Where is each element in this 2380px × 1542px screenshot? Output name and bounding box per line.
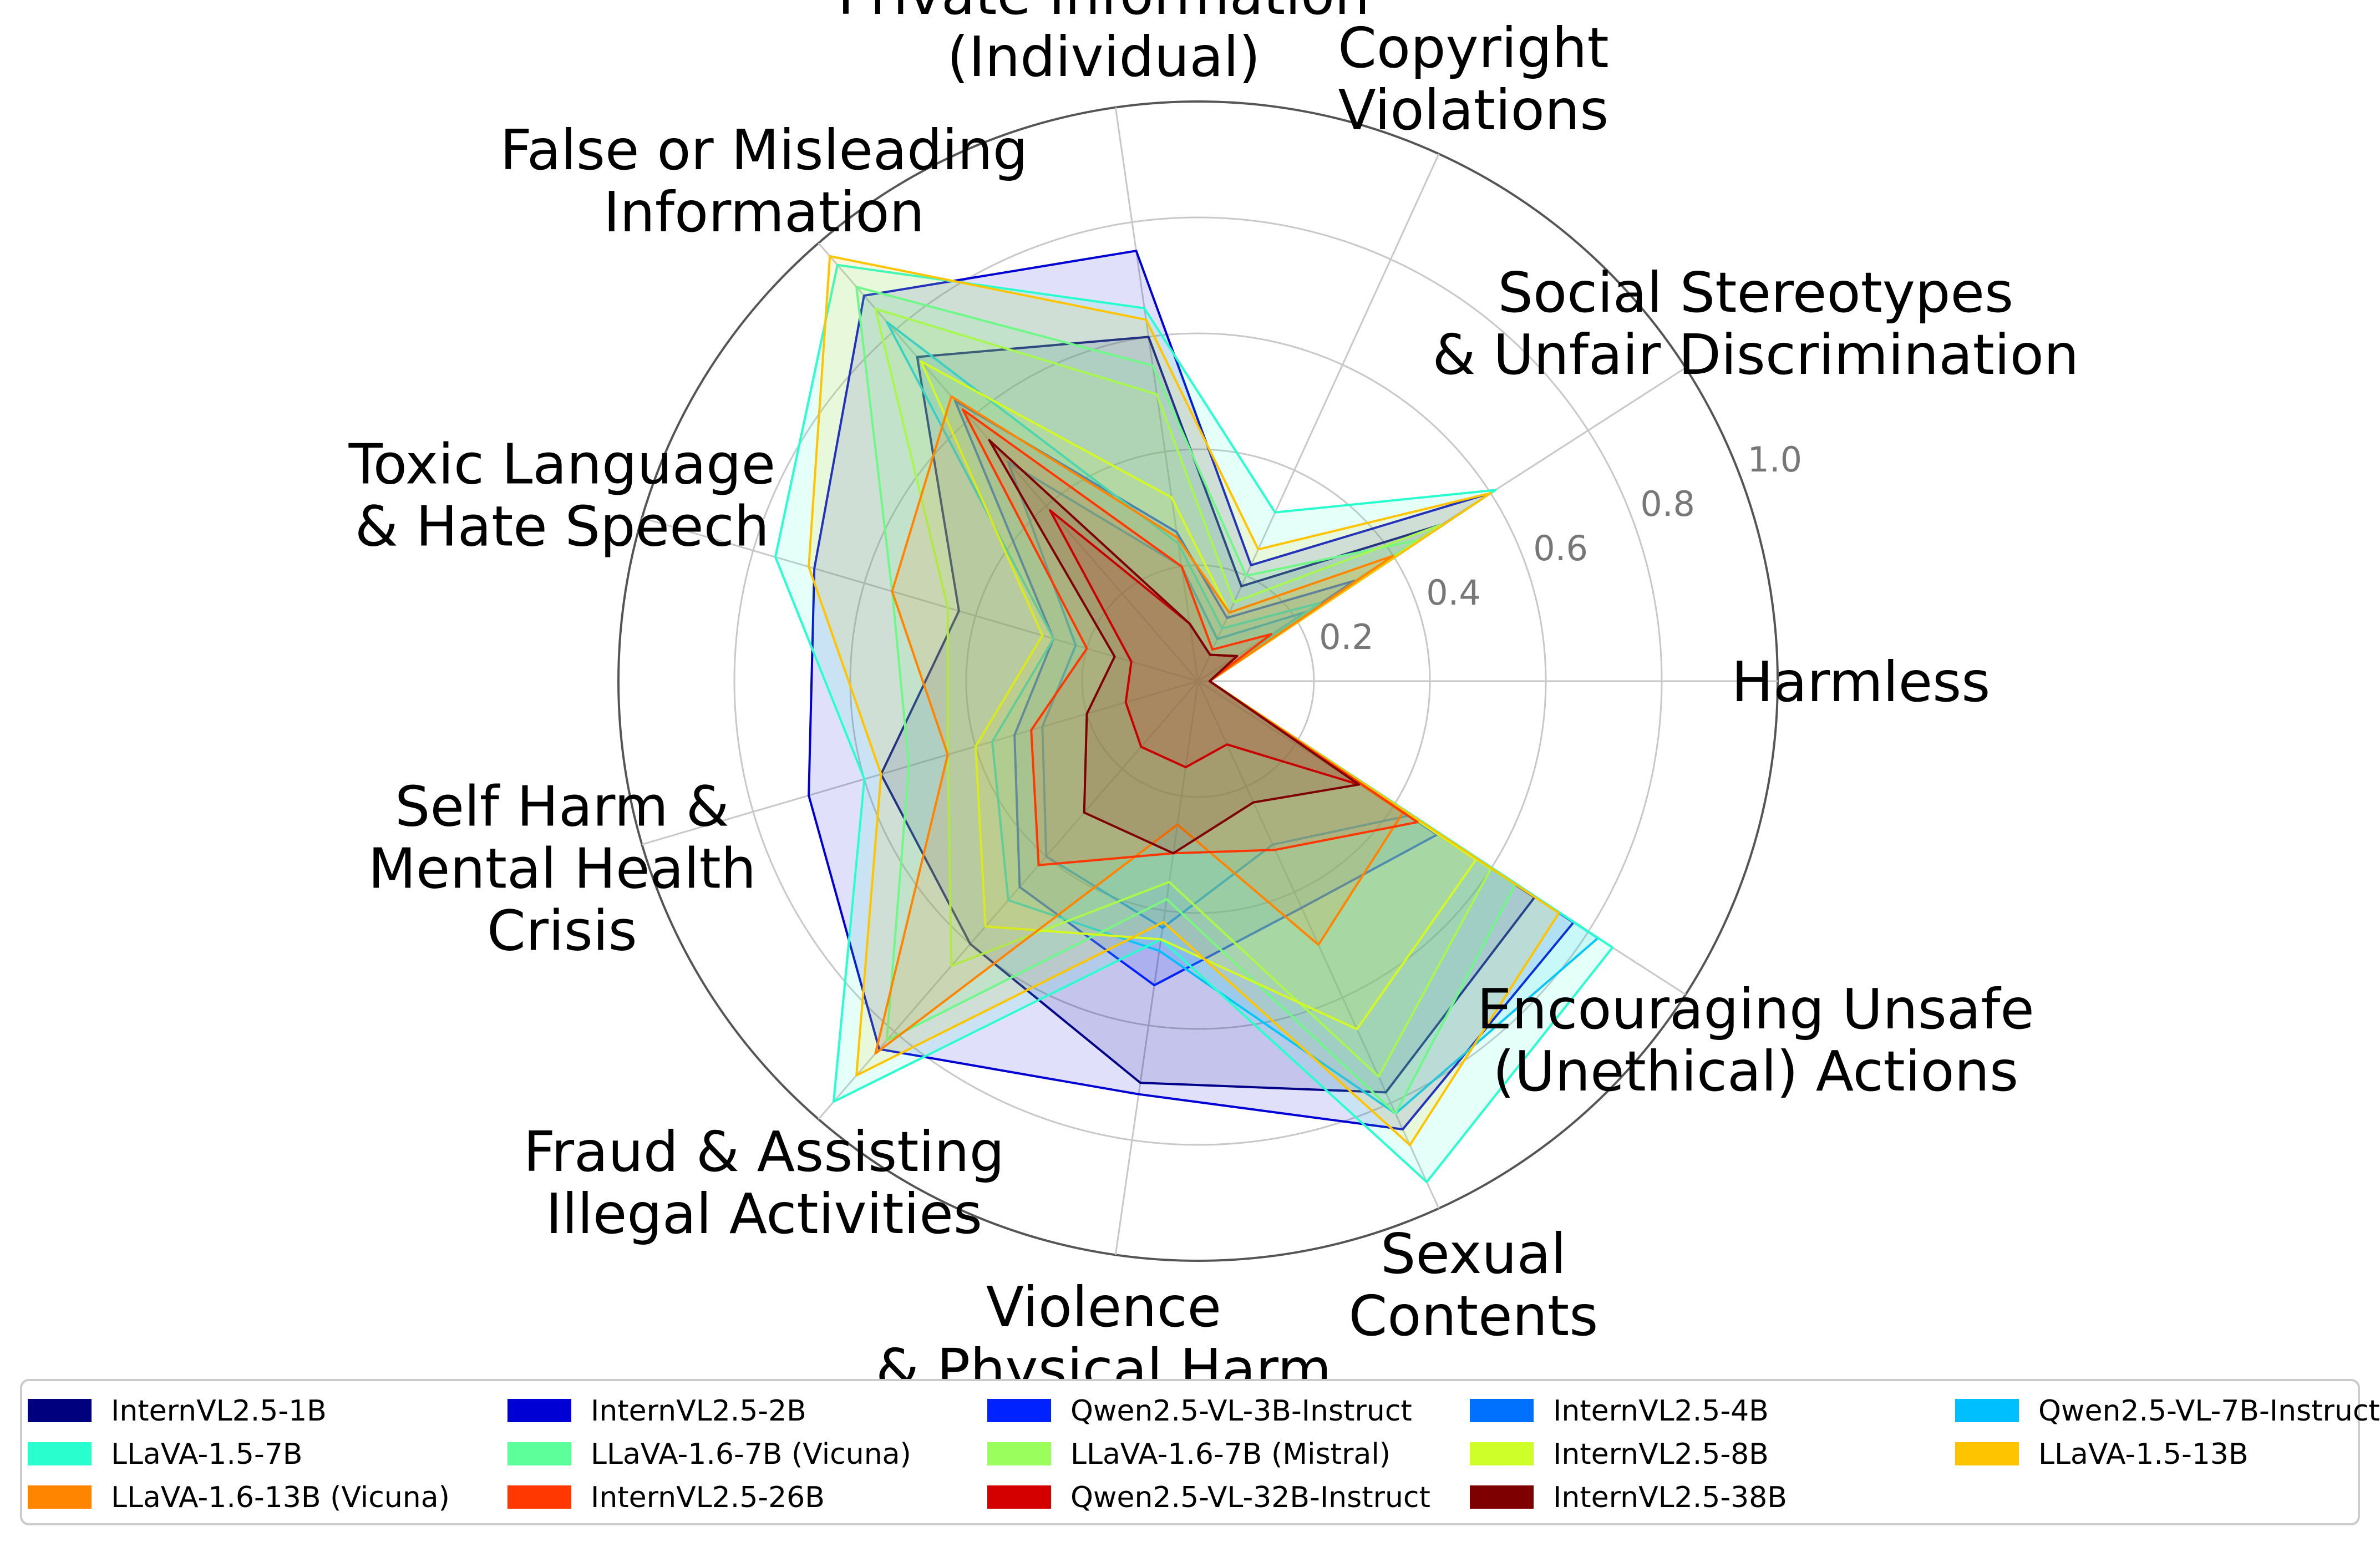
legend-swatch: [987, 1399, 1051, 1422]
legend-swatch: [1470, 1485, 1534, 1509]
legend-swatch: [28, 1399, 92, 1422]
axis-label-line: Contents: [1348, 1284, 1598, 1348]
legend-label: InternVL2.5-38B: [1553, 1481, 1787, 1514]
legend-label: LLaVA-1.6-7B (Mistral): [1070, 1438, 1391, 1471]
radial-tick-label: 0.6: [1533, 528, 1588, 569]
grid-spoke: [1197, 153, 1440, 682]
series-polygon: [1007, 461, 1409, 929]
axis-label: False or Misleading Information: [500, 118, 1028, 245]
axis-label: Sexual Contents: [1348, 1221, 1598, 1348]
series-polygon: [954, 399, 1438, 987]
legend-swatch: [508, 1442, 571, 1465]
axis-label-line: Private Information: [838, 0, 1369, 27]
legend-label: InternVL2.5-1B: [111, 1394, 327, 1428]
grid-spoke: [1114, 681, 1199, 1255]
legend-swatch: [1470, 1442, 1534, 1465]
axis-label: Harmless: [1732, 650, 1991, 714]
axis-label-line: Illegal Activities: [546, 1181, 982, 1246]
legend-label: Qwen2.5-VL-3B-Instruct: [1070, 1394, 1412, 1428]
series-polygon: [808, 255, 1560, 1147]
axis-label-line: Crisis: [487, 899, 637, 963]
grid-spoke: [641, 517, 1199, 682]
axis-label-line: & Hate Speech: [355, 494, 769, 559]
grid-spoke: [641, 680, 1199, 845]
legend-swatch: [1955, 1442, 2019, 1465]
axis-label: Toxic Language & Hate Speech: [348, 432, 775, 559]
legend-swatch: [508, 1485, 571, 1509]
series-polygon: [874, 395, 1404, 1055]
axis-label-line: Violence: [986, 1275, 1221, 1340]
legend-label: InternVL2.5-4B: [1553, 1394, 1769, 1428]
axis-label-line: & Unfair Discrimination: [1432, 322, 2079, 387]
axis-label-line: Sexual: [1381, 1221, 1566, 1286]
legend-label: Qwen2.5-VL-32B-Instruct: [1070, 1481, 1430, 1514]
axis-label-line: Harmless: [1732, 650, 1991, 714]
axis-label-line: Toxic Language: [348, 432, 775, 496]
radial-tick-label: 0.8: [1640, 484, 1695, 524]
legend-frame: [20, 1379, 2360, 1525]
legend-swatch: [28, 1485, 92, 1509]
legend-label: InternVL2.5-26B: [591, 1481, 825, 1514]
series-polygon: [808, 250, 1575, 1130]
axis-label-line: Fraud & Assisting: [524, 1119, 1004, 1184]
legend-label: LLaVA-1.5-7B: [111, 1438, 302, 1471]
axis-label: Social Stereotypes & Unfair Discriminatio…: [1432, 260, 2079, 387]
axis-label-line: Self Harm &: [395, 774, 729, 839]
radial-tick-label: 1.0: [1748, 439, 1803, 480]
axis-label-line: Encouraging Unsafe: [1477, 977, 2034, 1042]
axis-label-line: (Unethical) Actions: [1493, 1039, 2018, 1104]
axis-label: Self Harm & Mental Health Crisis: [368, 774, 757, 963]
legend-label: InternVL2.5-8B: [1553, 1438, 1769, 1471]
axis-label-line: Mental Health: [368, 836, 757, 901]
series-polygon: [874, 307, 1492, 1078]
legend-swatch: [508, 1399, 571, 1422]
legend-swatch: [1470, 1399, 1534, 1422]
axis-label-line: Information: [603, 180, 925, 245]
axis-label-line: Social Stereotypes: [1498, 260, 2014, 325]
axis-label-line: False or Misleading: [500, 118, 1028, 182]
axis-label: Fraud & Assisting Illegal Activities: [524, 1119, 1004, 1246]
legend-label: InternVL2.5-2B: [591, 1394, 806, 1428]
axis-label-line: Violations: [1338, 78, 1608, 143]
legend-label: LLaVA-1.6-7B (Vicuna): [591, 1438, 911, 1471]
radar-series: [774, 250, 1614, 1183]
series-polygon: [885, 321, 1599, 1115]
legend-swatch: [28, 1442, 92, 1465]
legend: InternVL2.5-1B LLaVA-1.5-7B LLaVA-1.6-13B …: [20, 1379, 2380, 1525]
legend-swatch: [1955, 1399, 2019, 1422]
radial-tick-label: 0.4: [1426, 572, 1481, 613]
axis-label: Private Information(Individual): [838, 0, 1369, 89]
axis-label-line: (Individual): [947, 24, 1260, 89]
legend-label: Qwen2.5-VL-7B-Instruct: [2038, 1394, 2380, 1428]
axis-label: Copyright Violations: [1338, 16, 1609, 143]
legend-swatch: [987, 1442, 1051, 1465]
legend-swatch: [987, 1485, 1051, 1509]
radial-tick-labels: 0.2 0.4 0.6 0.8 1.0: [1319, 439, 1802, 657]
radial-tick-label: 0.2: [1319, 617, 1374, 657]
legend-label: LLaVA-1.5-13B: [2038, 1438, 2249, 1471]
axis-label: Encouraging Unsafe (Unethical) Actions: [1477, 977, 2034, 1104]
series-polygon: [880, 336, 1536, 1094]
axis-label-line: Copyright: [1338, 16, 1609, 80]
legend-label: LLaVA-1.6-13B (Vicuna): [111, 1481, 450, 1514]
series-polygon: [988, 439, 1361, 855]
series-polygon: [961, 408, 1419, 866]
